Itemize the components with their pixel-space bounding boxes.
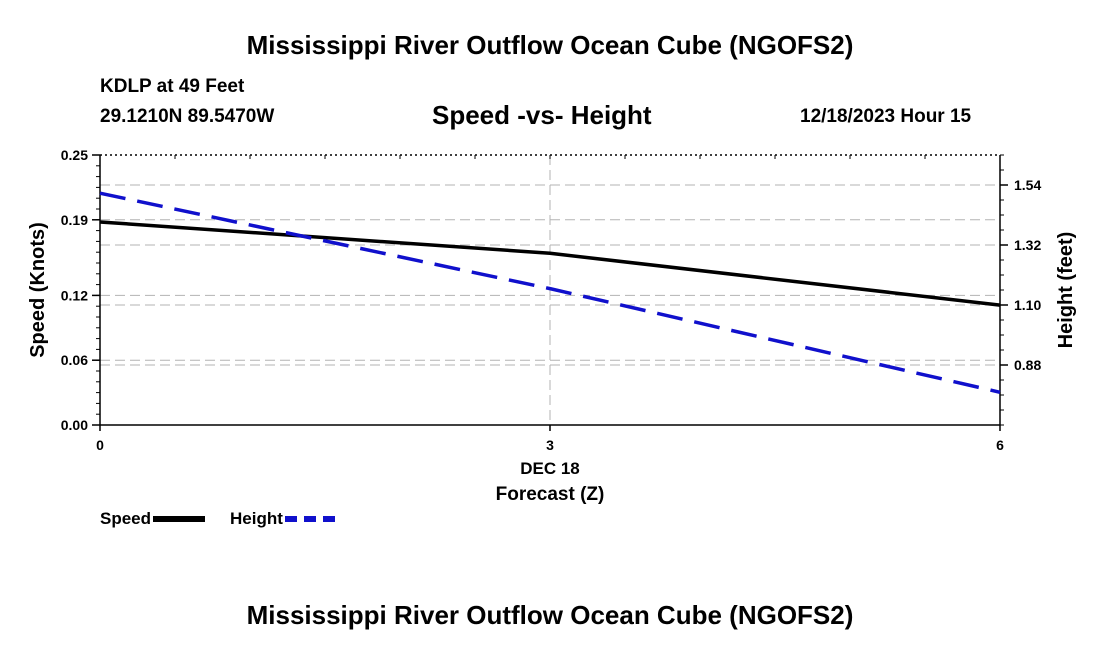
x-tick-label: 3: [546, 437, 554, 453]
y-left-tick-label: 0.19: [61, 212, 88, 228]
x-date-label: DEC 18: [520, 459, 580, 478]
legend-height-label: Height: [230, 509, 283, 528]
legend-speed-label: Speed: [100, 509, 152, 528]
y-right-tick-label: 0.88: [1014, 357, 1041, 373]
series-line-speed: [99, 220, 1001, 307]
x-tick-label: 0: [96, 437, 104, 453]
station-label: KDLP at 49 Feet: [100, 76, 245, 97]
x-tick-label: 6: [996, 437, 1004, 453]
page-title: Mississippi River Outflow Ocean Cube (NG…: [246, 30, 854, 60]
legend-height: Height: [230, 509, 335, 529]
y-left-tick-label: 0.06: [61, 352, 88, 368]
y-right-tick-label: 1.10: [1014, 297, 1041, 313]
y-right-tick-label: 1.54: [1014, 177, 1041, 193]
legend-speed: Speed: [100, 509, 206, 529]
y-left-tick-label: 0.00: [61, 417, 88, 433]
y-axis-left-label: Speed (Knots): [27, 222, 49, 358]
legend-height-swatch: [284, 516, 335, 522]
coordinates-label: 29.1210N 89.5470W: [100, 106, 275, 127]
y-left-tick-label: 0.25: [61, 147, 88, 163]
chart-subtitle: Speed -vs- Height: [432, 100, 652, 130]
y-axis-right-label: Height (feet): [1055, 232, 1077, 349]
series-line-height: [99, 191, 1001, 394]
y-left-tick-label: 0.12: [61, 287, 88, 303]
legend-speed-swatch: [153, 516, 206, 522]
footer-title: Mississippi River Outflow Ocean Cube (NG…: [246, 600, 854, 630]
y-right-tick-label: 1.32: [1014, 237, 1041, 253]
x-axis-label: Forecast (Z): [496, 484, 605, 505]
datetime-label: 12/18/2023 Hour 15: [800, 106, 972, 127]
